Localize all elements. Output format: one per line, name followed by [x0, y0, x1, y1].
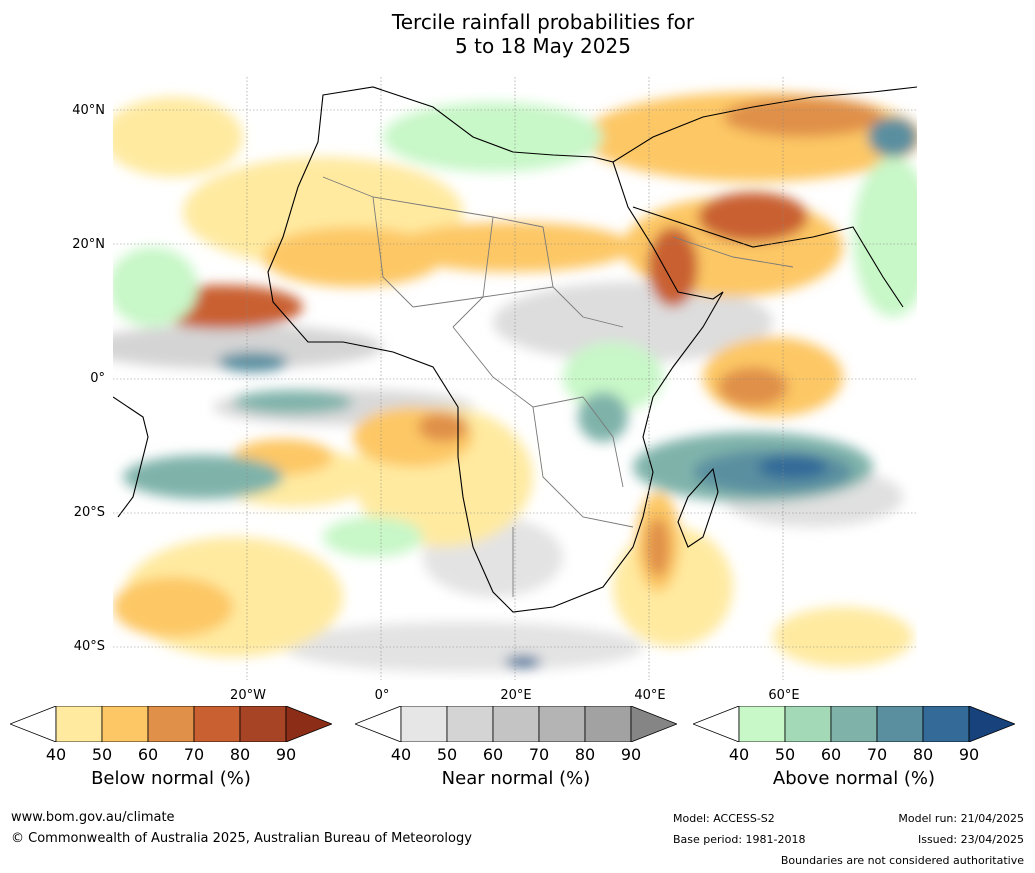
colorbar-above-segment — [784, 706, 832, 742]
colorbar-above-segment — [922, 706, 970, 742]
footer-base-period: Base period: 1981-2018 — [673, 833, 806, 846]
colorbar-near-tick: 60 — [482, 745, 504, 764]
map-title-line1: Tercile rainfall probabilities for — [391, 10, 695, 34]
colorbar-near-tick: 90 — [620, 745, 642, 764]
colorbar-above-svg — [693, 706, 1015, 742]
colorbar-title-near: Near normal (%) — [441, 768, 591, 789]
colorbar-above-segment — [738, 706, 786, 742]
probability-field — [83, 92, 933, 672]
colorbar-below-segment — [193, 706, 241, 742]
colorbar-below-segment — [101, 706, 149, 742]
colorbar-below-tick: 90 — [275, 745, 297, 764]
colorbar-near-tick: 70 — [528, 745, 550, 764]
colorbar-title-above: Above normal (%) — [772, 768, 936, 789]
colorbar-below-extend-high — [285, 706, 332, 742]
lat-label-20s: 20°S — [73, 505, 105, 520]
rainfall-probability-map — [83, 77, 933, 680]
coastline — [112, 86, 918, 613]
colorbar-below-segment — [239, 706, 287, 742]
lat-label-20n: 20°N — [72, 237, 105, 252]
colorbar-below-normal — [10, 706, 332, 742]
colorbar-below-tick: 70 — [183, 745, 205, 764]
footer-issued: Issued: 23/04/2025 — [917, 833, 1024, 846]
colorbar-below-tick: 40 — [45, 745, 67, 764]
colorbar-near-segment — [538, 706, 586, 742]
footer-model-run: Model run: 21/04/2025 — [898, 812, 1024, 825]
colorbar-above-extend-low — [693, 706, 740, 742]
colorbar-near-segment — [400, 706, 448, 742]
lon-label-40e: 40°E — [634, 688, 666, 703]
lon-label-20w: 20°W — [230, 688, 266, 703]
colorbar-near-svg — [355, 706, 677, 742]
colorbar-near-segment — [446, 706, 494, 742]
lat-label-0: 0° — [90, 371, 105, 386]
gridlines — [113, 77, 917, 680]
colorbar-above-normal — [693, 706, 1015, 742]
colorbar-below-svg — [10, 706, 332, 742]
colorbar-below-segment — [147, 706, 195, 742]
colorbar-near-tick: 40 — [390, 745, 412, 764]
footer-website: www.bom.gov.au/climate — [11, 810, 175, 825]
map-canvas — [83, 77, 933, 680]
lat-label-40n: 40°N — [72, 103, 105, 118]
country-borders — [322, 176, 794, 597]
colorbar-below-tick: 80 — [229, 745, 251, 764]
colorbar-below-extend-low — [10, 706, 57, 742]
lon-label-20e: 20°E — [500, 688, 532, 703]
colorbar-near-tick: 80 — [574, 745, 596, 764]
colorbar-below-tick: 60 — [137, 745, 159, 764]
colorbar-above-tick: 90 — [958, 745, 980, 764]
colorbar-near-segment — [584, 706, 632, 742]
colorbar-near-extend-low — [355, 706, 402, 742]
footer-copyright: © Commonwealth of Australia 2025, Austra… — [11, 831, 472, 846]
colorbar-near-segment — [492, 706, 540, 742]
colorbar-below-tick: 50 — [91, 745, 113, 764]
colorbar-above-segment — [876, 706, 924, 742]
colorbar-near-normal — [355, 706, 677, 742]
colorbar-above-segment — [830, 706, 878, 742]
colorbar-near-extend-high — [630, 706, 677, 742]
lat-label-40s: 40°S — [73, 639, 105, 654]
colorbar-above-tick: 50 — [774, 745, 796, 764]
colorbar-above-tick: 70 — [866, 745, 888, 764]
colorbar-near-tick: 50 — [436, 745, 458, 764]
map-title-line2: 5 to 18 May 2025 — [455, 34, 631, 58]
footer-model: Model: ACCESS-S2 — [673, 812, 775, 825]
lon-label-60e: 60°E — [768, 688, 800, 703]
colorbar-above-tick: 80 — [912, 745, 934, 764]
colorbar-below-segment — [55, 706, 103, 742]
lon-label-0: 0° — [374, 688, 390, 703]
footer-disclaimer: Boundaries are not considered authoritat… — [780, 854, 1024, 867]
colorbar-above-extend-high — [968, 706, 1015, 742]
colorbar-title-below: Below normal (%) — [91, 768, 251, 789]
colorbar-above-tick: 60 — [820, 745, 842, 764]
colorbar-above-tick: 40 — [728, 745, 750, 764]
